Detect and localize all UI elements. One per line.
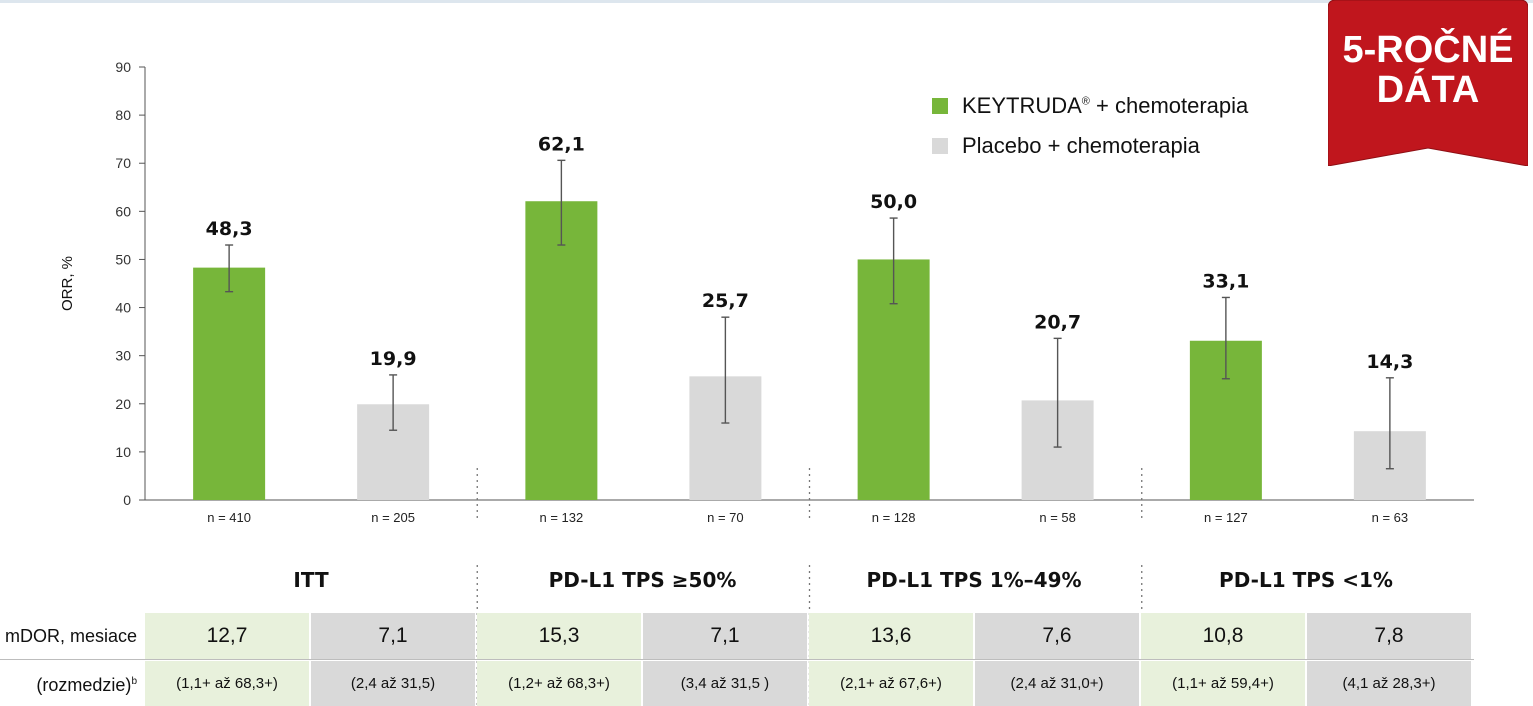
group-title-tps-1-49: PD-L1 TPS 1%–49% (866, 568, 1082, 592)
mdor-cell: 7,8 (1307, 613, 1471, 659)
range-cell: (1,1+ až 68,3+) (145, 661, 309, 706)
y-tick-label: 20 (115, 396, 131, 412)
y-tick-label: 70 (115, 155, 131, 171)
bar (193, 267, 266, 500)
legend: KEYTRUDA® + chemoterapia Placebo + chemo… (932, 86, 1248, 166)
mdor-cell: 7,6 (975, 613, 1139, 659)
range-cell: (1,2+ až 68,3+) (477, 661, 641, 706)
range-cell: (2,4 až 31,0+) (975, 661, 1139, 706)
legend-item-keytruda: KEYTRUDA® + chemoterapia (932, 86, 1248, 126)
table-row-separator (0, 659, 1474, 660)
n-label: n = 128 (872, 510, 916, 525)
legend-swatch-keytruda (932, 98, 948, 114)
legend-registered-mark: ® (1081, 95, 1090, 108)
y-tick-label: 0 (123, 492, 131, 508)
y-axis-label: ORR, % (59, 256, 76, 311)
bar (525, 201, 598, 501)
n-label: n = 127 (1204, 510, 1248, 525)
n-label: n = 70 (707, 510, 744, 525)
top-rule (0, 0, 1533, 3)
data-label: 62,1 (538, 133, 585, 155)
mdor-row-label: mDOR, mesiace (4, 626, 137, 646)
y-tick-label: 10 (115, 444, 131, 460)
y-tick-label: 30 (115, 348, 131, 364)
n-label: n = 58 (1039, 510, 1076, 525)
mdor-cell: 10,8 (1141, 613, 1305, 659)
data-label: 33,1 (1202, 270, 1249, 292)
legend-swatch-placebo (932, 138, 948, 154)
mdor-cell: 12,7 (145, 613, 309, 659)
badge-line-2: DÁTA (1376, 69, 1480, 111)
y-tick-label: 50 (115, 251, 131, 267)
mdor-cell: 13,6 (809, 613, 973, 659)
legend-label-placebo: Placebo + chemoterapia (962, 133, 1200, 158)
n-label: n = 205 (371, 510, 415, 525)
range-row-footnote: b (131, 676, 137, 687)
mdor-cell: 15,3 (477, 613, 641, 659)
y-tick-label: 40 (115, 300, 131, 316)
y-tick-label: 60 (115, 203, 131, 219)
legend-label-keytruda: KEYTRUDA (962, 93, 1082, 118)
range-cell: (2,4 až 31,5) (311, 661, 475, 706)
n-label: n = 410 (207, 510, 251, 525)
mdor-cell: 7,1 (311, 613, 475, 659)
range-row-label: (rozmedzie) (36, 675, 132, 695)
five-year-data-badge: 5-ROČNÉ DÁTA (1328, 0, 1528, 166)
data-label: 25,7 (702, 290, 749, 312)
n-label: n = 132 (540, 510, 584, 525)
range-cell: (1,1+ až 59,4+) (1141, 661, 1305, 706)
legend-item-placebo: Placebo + chemoterapia (932, 126, 1248, 166)
data-label: 20,7 (1034, 311, 1081, 333)
group-title-tps-50: PD-L1 TPS ≥50% (548, 568, 737, 592)
group-title-itt: ITT (293, 568, 329, 592)
range-cell: (3,4 až 31,5 ) (643, 661, 807, 706)
badge-line-1: 5-ROČNÉ (1342, 29, 1514, 71)
y-tick-label: 90 (115, 59, 131, 75)
group-title-tps-lt1: PD-L1 TPS <1% (1219, 568, 1393, 592)
n-label: n = 63 (1372, 510, 1409, 525)
data-label: 48,3 (206, 218, 253, 240)
data-label: 14,3 (1366, 351, 1413, 373)
mdor-cell: 7,1 (643, 613, 807, 659)
range-cell: (4,1 až 28,3+) (1307, 661, 1471, 706)
data-label: 19,9 (370, 348, 417, 370)
range-cell: (2,1+ až 67,6+) (809, 661, 973, 706)
y-tick-label: 80 (115, 107, 131, 123)
data-label: 50,0 (870, 191, 917, 213)
legend-label-keytruda-suffix: + chemoterapia (1089, 93, 1249, 118)
